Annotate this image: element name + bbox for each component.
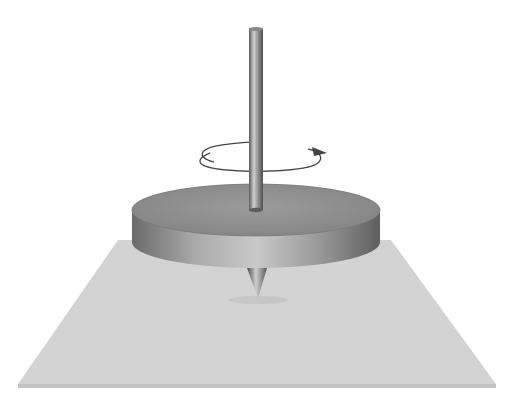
- rotation-arrow-head: [312, 147, 327, 156]
- rotation-arrow: [199, 141, 327, 172]
- ground-plane: [18, 240, 496, 388]
- top-shadow: [228, 296, 288, 304]
- top-tip: [247, 268, 267, 298]
- axle: [249, 27, 263, 213]
